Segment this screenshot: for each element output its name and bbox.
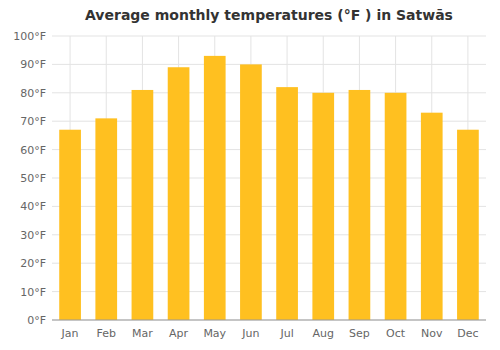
title: Average monthly temperatures (°F ) in Sa… — [85, 7, 453, 23]
y-grid-line — [52, 36, 486, 37]
y-tick-label: 20°F — [20, 257, 46, 270]
y-grid-line — [52, 320, 486, 321]
x-tick-label: Mar — [132, 327, 153, 340]
bar — [132, 90, 154, 320]
x-tick-label: Jul — [279, 327, 293, 340]
bar — [276, 87, 298, 320]
y-tick-label: 10°F — [20, 286, 46, 299]
bar — [59, 130, 81, 320]
bar — [349, 90, 371, 320]
chart: Average monthly temperatures (°F ) in Sa… — [0, 0, 500, 350]
y-tick-label: 70°F — [20, 115, 46, 128]
y-tick-label: 40°F — [20, 200, 46, 213]
y-tick-label: 60°F — [20, 144, 46, 157]
x-tick-label: Apr — [169, 327, 189, 340]
x-axis-line — [52, 320, 486, 321]
y-tick-label: 50°F — [20, 172, 46, 185]
x-tick-label: Feb — [97, 327, 116, 340]
bars — [59, 56, 479, 320]
y-tick-label: 80°F — [20, 87, 46, 100]
bar — [240, 64, 262, 320]
y-tick-label: 30°F — [20, 229, 46, 242]
grid — [52, 36, 486, 320]
bar — [168, 67, 190, 320]
bar — [95, 118, 117, 320]
y-tick-label: 90°F — [20, 58, 46, 71]
y-tick-label: 100°F — [13, 30, 46, 43]
x-tick-label: Nov — [421, 327, 443, 340]
bar — [204, 56, 226, 320]
x-tick-label: Sep — [349, 327, 370, 340]
y-grid-line — [52, 92, 486, 93]
bar — [421, 113, 443, 320]
y-tick-label: 0°F — [27, 314, 46, 327]
x-tick-label: Aug — [313, 327, 334, 340]
bar — [457, 130, 479, 320]
x-tick-label: Jun — [241, 327, 259, 340]
bar — [385, 93, 407, 320]
y-grid-line — [52, 64, 486, 65]
x-tick-label: Dec — [457, 327, 478, 340]
bar — [312, 93, 334, 320]
x-tick-label: May — [203, 327, 226, 340]
x-tick-label: Oct — [386, 327, 406, 340]
x-tick-label: Jan — [61, 327, 79, 340]
